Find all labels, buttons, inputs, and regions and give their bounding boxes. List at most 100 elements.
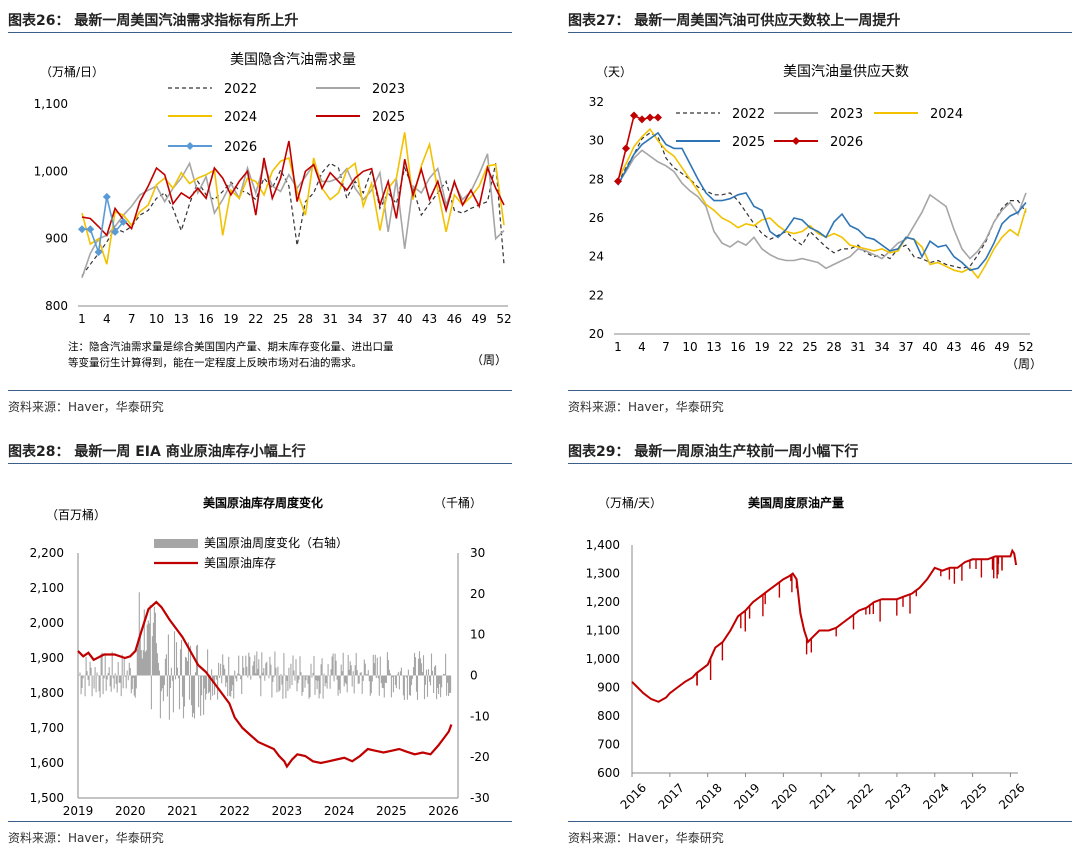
legend-label-2026: 2026 (224, 140, 257, 155)
y-tick-label: 28 (589, 172, 604, 186)
y-tick-label: 600 (597, 766, 620, 780)
y-tick-label: 1,200 (586, 595, 620, 609)
chart-title: 美国汽油量供应天数 (783, 63, 909, 80)
legend-swatch-bars (154, 539, 198, 548)
x-tick-label: 2023 (272, 804, 303, 815)
figure-title: 图表29： 最新一周原油生产较前一周小幅下行 (568, 444, 859, 460)
y-tick-label: 26 (589, 211, 604, 225)
y-tick-label: 900 (45, 232, 68, 246)
x-tick-label: 52 (1018, 340, 1033, 354)
panel-gasoline-supply-days: 图表27： 最新一周美国汽油可供应天数较上一周提升 美国汽油量供应天数 （天） 20… (568, 0, 1080, 431)
x-tick-label: 2019 (731, 781, 762, 812)
legend-marker-2026 (186, 142, 194, 150)
x-tick-label: 31 (323, 312, 338, 326)
series-line-2024 (617, 127, 1027, 280)
series-marker-2026 (614, 177, 622, 186)
y-tick-label: 22 (589, 288, 604, 302)
legend-label-2022: 2022 (732, 107, 765, 122)
source-rule (8, 821, 512, 822)
x-tick-label: 2025 (376, 804, 407, 815)
crude-inventory-line (77, 600, 453, 769)
x-tick-label: 34 (347, 312, 362, 326)
y-tick-label-right: 0 (470, 669, 478, 683)
y-tick-label: 900 (597, 681, 620, 695)
x-tick-label: 2025 (958, 781, 989, 812)
series-marker-2026 (630, 111, 638, 120)
series-marker-2026 (654, 113, 662, 122)
y-tick-label: 800 (597, 709, 620, 723)
legend-label-2024: 2024 (930, 107, 963, 122)
series-marker-2026 (78, 225, 86, 234)
y-tick-label-right: 10 (470, 628, 485, 642)
x-tick-label: 52 (496, 312, 511, 326)
y-axis-unit: （万桶/天） (598, 495, 662, 510)
x-tick-label: 2020 (769, 781, 800, 812)
x-tick-label: 22 (778, 340, 793, 354)
y-tick-label: 1,400 (586, 538, 620, 552)
x-tick-label: 2022 (845, 781, 876, 812)
y-tick-label-left: 1,900 (30, 651, 64, 665)
series-line-2025 (81, 140, 505, 237)
y-tick-label: 30 (589, 134, 604, 148)
legend-marker-2026 (792, 137, 800, 145)
x-tick-label: 13 (706, 340, 721, 354)
x-tick-label: 13 (174, 312, 189, 326)
y-tick-label: 700 (597, 738, 620, 752)
y-tick-label: 1,000 (586, 652, 620, 666)
x-tick-label: 2022 (219, 804, 250, 815)
series-marker-2026 (622, 144, 630, 153)
x-tick-label: 31 (850, 340, 865, 354)
chart-crude-production: 美国周度原油产量 （万桶/天） 600 700 800 900 1,000 1,100 1,20… (586, 495, 1028, 812)
x-axis-unit: （周） (471, 353, 507, 367)
panel-crude-inventory: 图表28： 最新一周 EIA 商业原油库存小幅上行 美国原油库存周度变化 （百万桶… (8, 431, 522, 862)
source-note: 资料来源：Haver，华泰研究 (8, 400, 164, 414)
y-tick-label: 24 (589, 250, 604, 264)
figure-title: 图表28： 最新一周 EIA 商业原油库存小幅上行 (8, 444, 306, 460)
series-line-2023 (81, 153, 505, 278)
title-rule (8, 32, 512, 33)
x-tick-label: 2016 (618, 781, 649, 812)
legend-label-2023: 2023 (372, 82, 405, 97)
legend-label-2025: 2025 (372, 110, 405, 125)
y-tick-label-left: 1,600 (30, 756, 64, 770)
legend-label-2026: 2026 (830, 135, 863, 150)
chart-title: 美国周度原油产量 (748, 495, 844, 510)
legend-label-2024: 2024 (224, 110, 257, 125)
panel-crude-production: 图表29： 最新一周原油生产较前一周小幅下行 美国周度原油产量 （万桶/天） 600… (568, 431, 1080, 862)
x-tick-label: 25 (802, 340, 817, 354)
chart-gasoline-demand: 美国隐含汽油需求量 （万桶/日） 800 900 1,000 1,100 1 4 7 10 13 16… (34, 52, 512, 369)
x-tick-label: 1 (614, 340, 622, 354)
y-tick-label: 20 (589, 327, 604, 341)
y-tick-label-left: 1,700 (30, 721, 64, 735)
x-tick-label: 2021 (807, 781, 838, 812)
x-tick-label: 7 (662, 340, 670, 354)
x-tick-label: 2020 (115, 804, 146, 815)
series-marker-2026 (119, 217, 128, 226)
x-tick-label: 16 (198, 312, 213, 326)
x-tick-label: 2026 (996, 781, 1027, 812)
x-tick-label: 25 (273, 312, 288, 326)
weekly-change-bars (78, 592, 452, 720)
source-note: 资料来源：Haver，华泰研究 (568, 400, 724, 414)
panel-gasoline-demand: 图表26： 最新一周美国汽油需求指标有所上升 美国隐含汽油需求量 （万桶/日） 80… (8, 0, 522, 431)
y-axis-unit-left: （百万桶） (46, 507, 106, 522)
series-marker-2026 (102, 192, 111, 201)
source-note: 资料来源：Haver，华泰研究 (8, 831, 164, 845)
legend-label-2022: 2022 (224, 82, 257, 97)
x-tick-label: 28 (826, 340, 841, 354)
source-rule (568, 821, 1072, 822)
legend-label-2023: 2023 (830, 107, 863, 122)
x-tick-label: 2017 (656, 781, 687, 812)
x-tick-label: 43 (946, 340, 961, 354)
chart-crude-inventory: 美国原油库存周度变化 （百万桶） （千桶） 1,500 1,600 1,700 1,800 1… (30, 495, 490, 815)
title-rule (568, 32, 1072, 33)
source-rule (8, 390, 512, 391)
x-tick-label: 2024 (324, 804, 355, 815)
y-tick-label-right: -10 (470, 709, 490, 723)
legend-label-stock: 美国原油库存 (204, 555, 276, 570)
x-tick-label: 46 (447, 312, 462, 326)
x-tick-label: 2024 (920, 781, 951, 812)
x-tick-label: 7 (128, 312, 136, 326)
y-tick-label: 1,000 (34, 164, 68, 178)
title-rule (568, 463, 1072, 464)
